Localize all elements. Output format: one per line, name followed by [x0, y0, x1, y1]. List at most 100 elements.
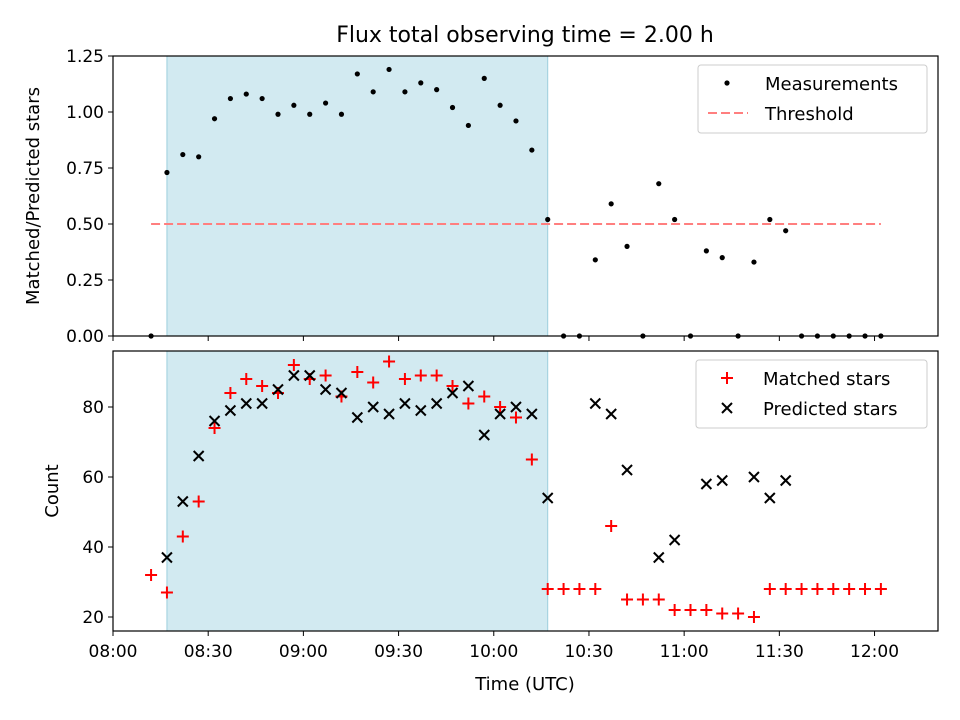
- predicted-star-point: [240, 397, 252, 410]
- bottom-x-tick-label: 09:30: [374, 642, 423, 662]
- matched-star-point: [478, 390, 491, 403]
- top-plot-frame: [112, 55, 939, 337]
- matched-star-point: [383, 355, 396, 368]
- measurement-point: [243, 91, 249, 97]
- matched-star-point: [621, 593, 634, 606]
- predicted-star-point: [605, 408, 617, 420]
- matched-star-point: [414, 369, 427, 382]
- measurement-point: [767, 216, 773, 223]
- predicted-star-point: [399, 397, 411, 410]
- measurement-point: [592, 257, 598, 263]
- matched-star-point: [494, 401, 507, 413]
- matched-star-point: [430, 369, 443, 382]
- matched-star-point: [827, 583, 840, 595]
- matched-star-point: [319, 369, 332, 382]
- top-y-axis-label: Matched/Predicted stars: [23, 87, 44, 305]
- measurement-point: [751, 259, 757, 265]
- matched-star-point: [145, 569, 158, 581]
- predicted-star-point: [335, 387, 348, 399]
- measurement-point: [719, 255, 725, 261]
- matched-star-point: [636, 593, 649, 606]
- matched-star-point: [763, 583, 776, 595]
- legend-predicted-marker: [721, 402, 733, 414]
- matched-star-point: [240, 373, 253, 385]
- top-y-tick-label: 0.25: [66, 271, 104, 291]
- matched-star-point: [525, 453, 538, 466]
- predicted-star-point: [494, 408, 506, 420]
- top-y-tick-label: 1.25: [66, 47, 104, 67]
- bottom-x-tick-label: 08:00: [89, 642, 138, 662]
- top-y-axis-ticks: 0.00 0.25 0.50 0.75 1.00 1.25: [66, 47, 113, 347]
- bottom-x-tick-label: 10:30: [564, 642, 613, 662]
- measurement-point: [370, 89, 376, 95]
- bottom-x-tick-label: 08:30: [184, 642, 233, 662]
- measurement-point: [418, 80, 424, 86]
- measurement-point: [481, 75, 487, 81]
- measurement-point: [211, 116, 218, 122]
- matched-star-point: [795, 583, 808, 595]
- predicted-star-point: [621, 464, 633, 476]
- matched-star-point: [224, 387, 237, 399]
- matched-star-point: [668, 604, 681, 616]
- predicted-star-point: [526, 408, 538, 420]
- predicted-star-point: [589, 397, 602, 410]
- matched-star-point: [541, 583, 554, 595]
- legend-threshold-label: Threshold: [764, 104, 854, 125]
- bottom-legend-box: [695, 359, 928, 429]
- matched-star-point: [192, 495, 205, 508]
- measurement-point: [449, 104, 456, 111]
- measurement-point: [465, 122, 471, 129]
- bottom-panel: 20 40 60 80 08:00 08:30 09:00 09:30 10:00 10:30 1…: [42, 350, 939, 695]
- predicted-star-point: [478, 429, 490, 441]
- predicted-star-point: [462, 380, 475, 392]
- predicted-star-point: [351, 411, 364, 424]
- top-panel: 0.00 0.25 0.50 0.75 1.00 1.25 Matched/Predict…: [23, 47, 939, 347]
- predicted-star-point: [668, 534, 681, 546]
- predicted-star-point: [716, 474, 728, 487]
- measurement-point: [529, 147, 535, 153]
- legend-matched-marker: [721, 372, 733, 384]
- matched-star-point: [398, 373, 411, 385]
- matched-star-point: [779, 583, 792, 595]
- matched-star-point: [351, 366, 364, 378]
- matched-star-point: [652, 593, 665, 606]
- top-shaded-band: [166, 55, 549, 337]
- top-legend-box: [697, 64, 928, 134]
- predicted-star-point: [764, 492, 776, 504]
- bottom-y-tick-label: 80: [82, 398, 104, 418]
- matched-star-point: [859, 583, 872, 595]
- predicted-star-point: [177, 495, 189, 508]
- predicted-star-point: [383, 408, 395, 420]
- matched-star-point: [462, 397, 475, 410]
- measurement-point: [624, 243, 630, 249]
- matched-star-point: [509, 411, 522, 424]
- bottom-y-tick-label: 60: [82, 468, 104, 488]
- measurement-point: [275, 111, 281, 117]
- top-y-tick-label: 0.75: [66, 159, 104, 179]
- matched-star-point: [589, 583, 602, 595]
- bottom-x-axis-ticks: 08:00 08:30 09:00 09:30 10:00 10:30 11:00 11:30…: [89, 631, 899, 662]
- measurement-point: [497, 102, 503, 108]
- bottom-x-tick-label: 09:00: [279, 642, 328, 662]
- bottom-y-axis-ticks: 20 40 60 80: [82, 398, 113, 628]
- matched-star-point: [716, 607, 729, 620]
- top-y-tick-label: 0.00: [66, 327, 104, 347]
- bottom-x-tick-label: 10:00: [469, 642, 518, 662]
- bottom-y-axis-label: Count: [42, 464, 63, 517]
- predicted-star-point: [304, 369, 316, 382]
- matched-star-point: [732, 607, 745, 620]
- bottom-x-tick-label: 11:00: [660, 642, 709, 662]
- matched-star-point: [700, 604, 713, 616]
- matched-star-point: [874, 583, 887, 595]
- matched-star-point: [287, 359, 300, 371]
- measurement-point: [656, 181, 662, 187]
- measurement-point: [608, 201, 614, 207]
- bottom-y-tick-label: 20: [82, 608, 104, 628]
- bottom-y-tick-label: 40: [82, 538, 104, 558]
- top-legend: Measurements Threshold: [697, 64, 928, 134]
- measurement-point: [386, 66, 392, 73]
- predicted-star-point: [446, 387, 459, 399]
- matched-star-point: [811, 583, 824, 595]
- predicted-star-point: [748, 471, 760, 483]
- matched-star-point: [557, 583, 570, 595]
